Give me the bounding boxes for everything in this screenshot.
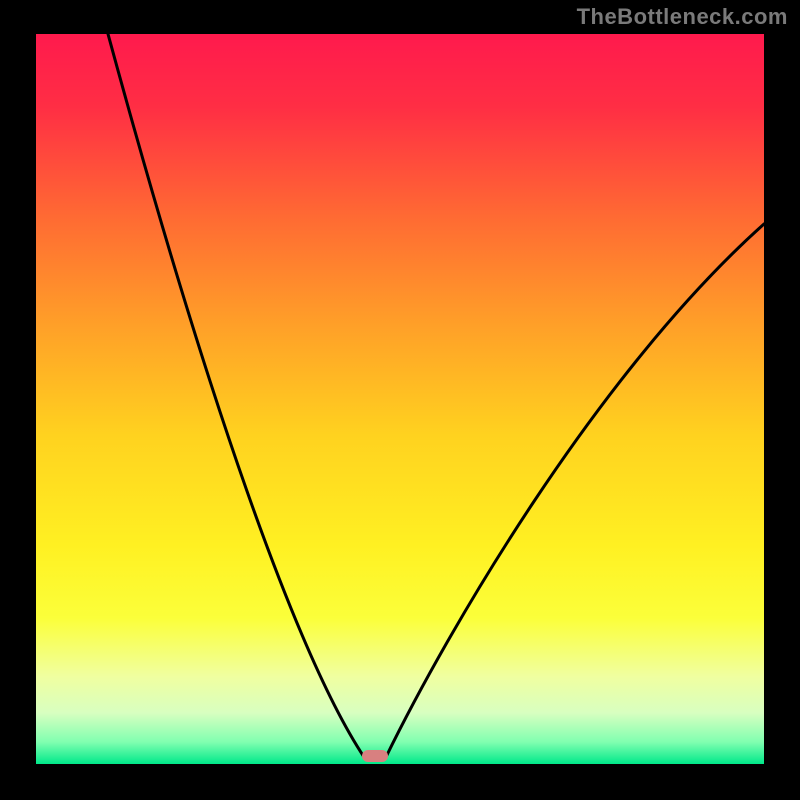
- watermark-text: TheBottleneck.com: [577, 4, 788, 30]
- plot-area: [36, 34, 764, 764]
- chart-canvas: TheBottleneck.com: [0, 0, 800, 800]
- min-marker: [362, 750, 388, 762]
- curve-left-branch: [108, 34, 364, 757]
- curve-right-branch: [386, 224, 764, 757]
- bottleneck-curve-svg: [36, 34, 764, 764]
